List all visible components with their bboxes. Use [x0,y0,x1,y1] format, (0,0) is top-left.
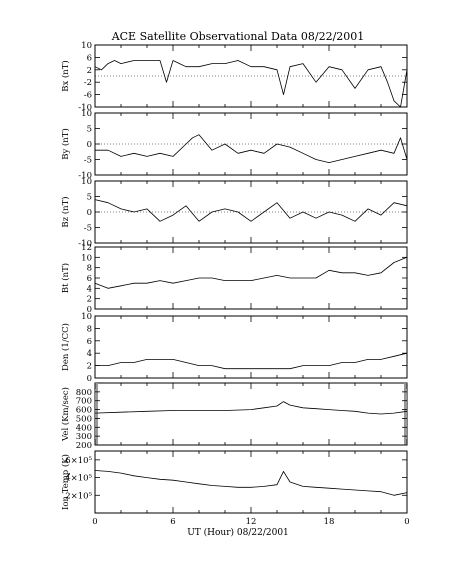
y-tick-label: 300 [76,432,92,442]
y-axis-label: Vel (Km/sec) [60,387,71,442]
y-tick-label: 4 [87,284,92,294]
y-tick-label: 10 [81,253,92,263]
x-axis-tick-labels: 0 6 12 18 0 [92,517,409,527]
y-tick-label: 10 [81,109,92,119]
y-tick-label: -5 [84,224,92,234]
series-line-den [95,352,408,370]
series-line-temp [94,470,408,496]
series-line-vel [94,401,408,415]
y-tick-label: -5 [84,156,92,166]
x-tick-label: 12 [246,517,257,527]
y-tick-label: 2 [87,66,92,76]
y-tick-label: 0 [87,208,92,218]
series-line-bt [94,256,408,289]
y-axis-label: Den (1/CC) [60,323,71,371]
x-tick-label: 0 [404,517,409,527]
y-tick-label: 2 [87,295,92,305]
panel-by: 10 5 0 -5 -10 By (nT) [60,109,408,181]
y-tick-label: 500 [76,414,92,424]
y-axis-label: By (nT) [60,128,71,160]
panel-bz: 10 5 0 -5 -10 Bz (nT) [60,177,408,249]
chart-title: ACE Satellite Observational Data 08/22/2… [111,30,365,43]
y-tick-label: -10 [78,171,92,181]
y-tick-label: 0 [87,140,92,150]
panel-bx: 10 6 2 -2 -6 -10 Bx (nT) [60,41,408,113]
series-line-bx [94,60,408,108]
y-tick-label: 400 [76,423,92,433]
series-line-bz [94,199,408,222]
y-tick-label: 12 [81,243,92,253]
y-tick-label: 6 [87,274,92,284]
y-tick-label: 700 [76,397,92,407]
y-tick-label: 6×10⁵ [65,456,92,466]
x-tick-label: 0 [92,517,97,527]
y-tick-label: 8 [87,264,92,274]
data-gap-marker [404,383,407,445]
y-tick-label: 6 [87,53,92,63]
panel-frame [94,450,408,514]
panel-frame [94,382,408,446]
y-tick-label: 600 [76,406,92,416]
y-tick-label: 5 [87,193,92,203]
y-tick-label: 200 [76,441,92,451]
y-axis-label: Bz (nT) [60,196,71,227]
y-tick-label: -2 [84,78,92,88]
x-tick-label: 6 [170,517,175,527]
y-tick-label: 8 [87,324,92,334]
y-axis-label: Bt (nT) [60,263,71,293]
y-tick-label: -6 [84,91,92,101]
y-tick-label: 2×10⁵ [65,491,92,501]
y-tick-label: 2 [87,362,92,372]
y-tick-label: 800 [76,388,92,398]
y-axis-label: Bx (nT) [60,60,71,92]
data-gap-marker [95,383,98,445]
y-tick-label: 10 [81,41,92,51]
x-axis-label: UT (Hour) 08/22/2001 [187,527,289,538]
series-line-by [95,134,408,164]
y-tick-label: 4×10⁵ [65,474,92,484]
panel-frame [94,246,408,310]
y-tick-label: -10 [78,103,92,113]
y-tick-label: 0 [87,374,92,384]
panels-group: 10 6 2 -2 -6 -10 Bx (nT) 10 5 0 -5 -10 By (nT) 10 5 0 -5… [60,41,408,514]
y-tick-label: 10 [81,312,92,322]
y-tick-label: 0 [87,305,92,315]
x-tick-label: 18 [324,517,335,527]
y-tick-label: 5 [87,125,92,135]
y-tick-label: 6 [87,337,92,347]
y-tick-label: -10 [78,239,92,249]
y-axis-label: Ion Temp (K) [60,454,71,510]
panel-den: 10 8 6 4 2 0 Den (1/CC) [60,312,408,384]
y-tick-label: 10 [81,177,92,187]
y-tick-label: 4 [87,349,92,359]
